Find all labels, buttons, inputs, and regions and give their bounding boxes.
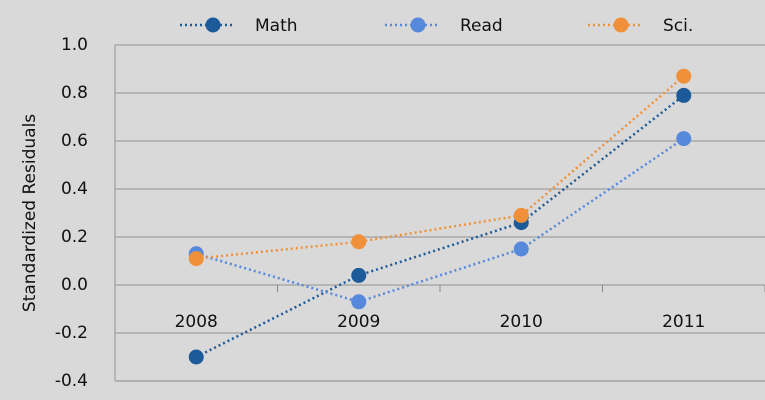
- point: [676, 87, 692, 103]
- legend-marker: [410, 17, 426, 33]
- x-tick-label: 2008: [175, 312, 218, 332]
- y-tick-label: 0.6: [61, 131, 88, 151]
- y-tick-label: -0.2: [55, 323, 88, 343]
- y-tick-label: -0.4: [55, 371, 88, 391]
- y-tick-label: 0.8: [61, 83, 88, 103]
- point: [676, 68, 692, 84]
- y-tick-label: 0.0: [61, 275, 88, 295]
- y-tick-label: 1.0: [61, 35, 88, 55]
- point: [351, 234, 367, 250]
- point: [676, 131, 692, 147]
- legend-label: Read: [460, 16, 503, 36]
- series-line: [195, 137, 685, 304]
- y-axis-label: Standardized Residuals: [20, 114, 40, 312]
- x-tick-label: 2009: [337, 312, 380, 332]
- point: [513, 207, 529, 223]
- legend-label: Sci.: [663, 16, 693, 36]
- legend-marker: [613, 17, 629, 33]
- y-tick-label: 0.4: [61, 179, 88, 199]
- point: [351, 294, 367, 310]
- x-tick-label: 2011: [662, 312, 705, 332]
- legend-marker: [205, 17, 221, 33]
- series-line: [195, 94, 685, 359]
- point: [188, 251, 204, 267]
- x-tick-label: 2010: [500, 312, 543, 332]
- legend-label: Math: [255, 16, 298, 36]
- point: [351, 267, 367, 283]
- y-tick-label: 0.2: [61, 227, 88, 247]
- point: [188, 349, 204, 365]
- point: [513, 241, 529, 257]
- series-line: [196, 75, 685, 260]
